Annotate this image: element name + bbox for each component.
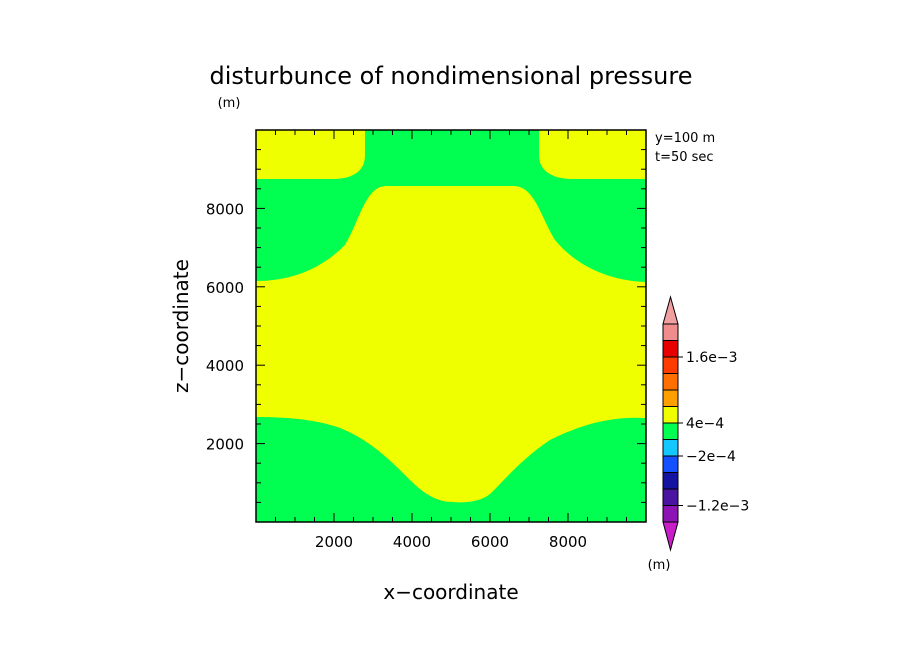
annotation-y: y=100 m xyxy=(655,131,715,146)
colorbar-label: −1.2e−3 xyxy=(686,499,749,515)
colorbar-box xyxy=(662,373,679,391)
colorbar-box xyxy=(662,422,679,440)
x-tick-label: 4000 xyxy=(393,533,431,551)
colorbar-box xyxy=(662,488,679,506)
x-tick-labels: 2000 4000 6000 8000 xyxy=(315,533,587,551)
y-tick-labels: 2000 4000 6000 8000 xyxy=(206,200,244,453)
colorbar-box xyxy=(662,472,679,490)
region-yellow-center xyxy=(256,186,646,503)
colorbar-label: −2e−4 xyxy=(686,449,736,465)
unit-label-colorbar: (m) xyxy=(648,558,671,573)
colorbar-label: 1.6e−3 xyxy=(686,350,738,366)
colorbar-arrow-low xyxy=(662,521,679,552)
colorbar xyxy=(662,295,679,552)
x-tick-label: 6000 xyxy=(471,533,509,551)
x-axis-label: x−coordinate xyxy=(383,580,518,604)
colorbar-box xyxy=(662,323,679,341)
colorbar-box xyxy=(662,340,679,358)
y-tick-label: 6000 xyxy=(206,279,244,297)
colorbar-arrow-high xyxy=(662,295,679,325)
x-tick-label: 8000 xyxy=(549,533,587,551)
colorbar-labels: 1.6e−3 4e−4 −2e−4 −1.2e−3 xyxy=(678,350,749,515)
y-axis-label: z−coordinate xyxy=(169,259,193,393)
colorbar-box xyxy=(662,439,679,457)
colorbar-box xyxy=(662,505,679,523)
tick-marks xyxy=(256,130,646,522)
colorbar-box xyxy=(662,356,679,374)
colorbar-label: 4e−4 xyxy=(686,416,724,432)
y-tick-label: 2000 xyxy=(206,436,244,454)
region-yellow-top-right xyxy=(539,130,646,179)
colorbar-box xyxy=(662,389,679,407)
chart-title: disturbunce of nondimensional pressure xyxy=(210,62,693,90)
unit-label-top: (m) xyxy=(218,96,241,111)
y-tick-label: 4000 xyxy=(206,357,244,375)
region-yellow-top-left xyxy=(256,130,365,179)
y-tick-label: 8000 xyxy=(206,200,244,218)
x-tick-label: 2000 xyxy=(315,533,353,551)
annotation-t: t=50 sec xyxy=(655,150,714,165)
colorbar-box xyxy=(662,406,679,424)
plot-area xyxy=(255,129,647,523)
colorbar-box xyxy=(662,455,679,473)
